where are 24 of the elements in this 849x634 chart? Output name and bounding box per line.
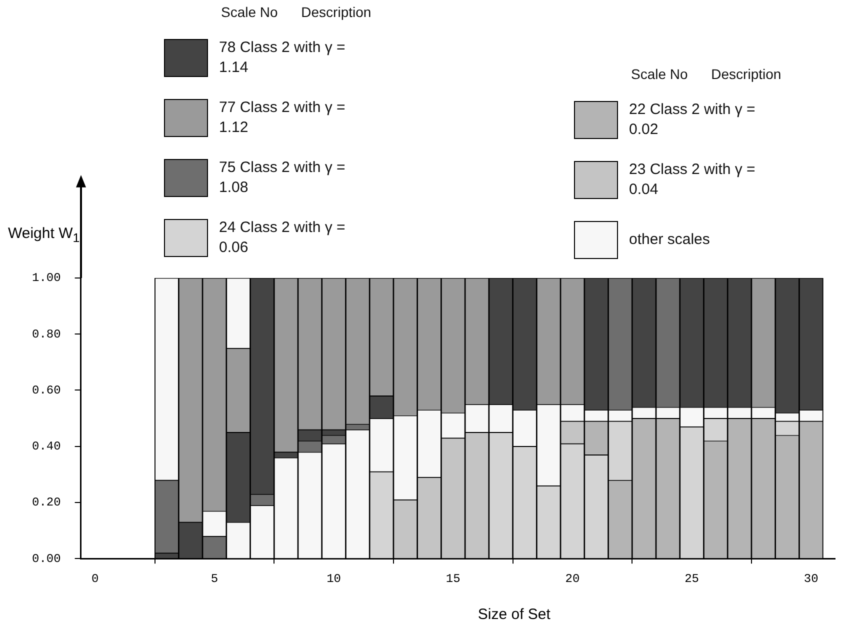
legend-title: Scale No Description [631,66,782,82]
legend-label: 22 Class 2 with γ = 0.02 [629,100,756,140]
legend-label: other scales [629,230,711,250]
y-tick-label: 0.80 [32,327,61,342]
y-tick-label: 1.00 [32,271,61,286]
y-tick-label: 0.20 [32,496,61,510]
x-tick-label: 25 [684,572,699,586]
x-tick-label: 5 [210,572,218,586]
legend-label: 23 Class 2 with γ = 0.04 [629,160,756,200]
legend-label: 24 Class 2 with γ = 0.06 [219,218,346,258]
y-axis-title: Weight W$_{1}$ [8,225,80,245]
legend-label: 77 Class 2 with γ = 1.12 [219,98,346,138]
x-tick-label: 20 [565,572,580,586]
x-axis-title: Size of Set [478,606,550,623]
x-tick-label: 10 [326,572,341,586]
x-tick-label: 0 [92,572,99,586]
y-tick-label: 0.60 [32,383,61,398]
x-tick-label: 15 [446,572,460,586]
x-tick-label: 30 [804,572,818,586]
legend-label: 78 Class 2 with γ = 1.14 [219,38,346,78]
text: Scale No Description [221,4,372,20]
legend-label: 75 Class 2 with γ = 1.08 [219,158,346,198]
y-tick-label: 0.40 [32,440,61,454]
y-tick-label: 0.00 [32,552,61,566]
